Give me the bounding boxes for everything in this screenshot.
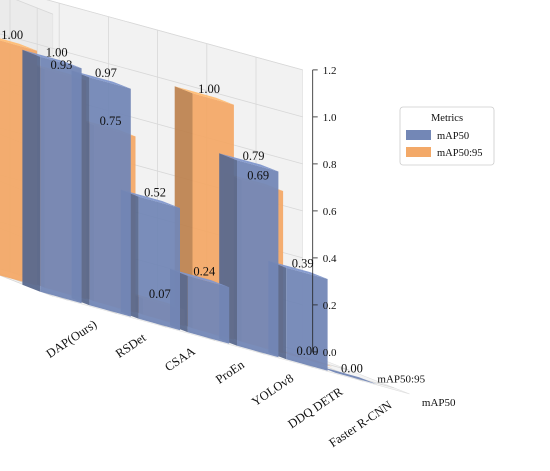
bar-face — [174, 86, 234, 105]
value-label: 0.52 — [144, 185, 166, 199]
legend: Metrics mAP50 mAP50:95 — [399, 106, 495, 166]
value-label: 1.00 — [46, 46, 68, 60]
depth-label: mAP50 — [422, 397, 456, 409]
bar-face — [237, 160, 279, 358]
legend-title: Metrics — [431, 113, 463, 124]
bar — [22, 49, 82, 304]
value-label: 0.97 — [95, 66, 117, 80]
value-label: 0.69 — [247, 168, 269, 182]
bar-face — [170, 268, 230, 288]
bar-face — [138, 196, 180, 331]
bar-face — [219, 153, 279, 172]
bar — [317, 365, 377, 385]
bar-face — [187, 275, 230, 344]
category-label: DDQ DETR — [285, 384, 345, 431]
legend-label: mAP50:95 — [437, 148, 483, 159]
category-label: DAP(Ours) — [44, 317, 100, 361]
value-label: 0.39 — [292, 256, 314, 270]
z-tick-label: 0.8 — [323, 159, 337, 171]
z-tick-label: 1.2 — [323, 65, 337, 77]
value-label: 0.79 — [243, 149, 265, 163]
z-axis: 0.0 0.2 0.4 0.6 0.8 1.0 1.2 — [312, 65, 337, 359]
value-label: 1.00 — [198, 82, 220, 96]
value-label: 0.00 — [341, 362, 363, 376]
depth-label: mAP50:95 — [377, 373, 425, 385]
bar-face — [89, 77, 131, 317]
category-label: ProEn — [213, 357, 247, 387]
z-tick-label: 0.2 — [323, 300, 337, 312]
category-label: RSDet — [113, 330, 149, 361]
z-tick-label: 0.4 — [323, 253, 337, 265]
bar-face — [22, 49, 41, 292]
value-label: 0.07 — [149, 287, 171, 301]
z-tick-label: 0.0 — [323, 347, 337, 359]
grid-line — [15, 0, 303, 71]
z-tick-label: 0.6 — [323, 206, 337, 218]
bar-face — [22, 49, 82, 69]
legend-swatch-map50 — [406, 130, 431, 140]
bar-face — [286, 267, 328, 371]
bar-face — [71, 70, 131, 89]
category-label: YOLOv8 — [249, 371, 296, 409]
bar-face — [120, 189, 180, 208]
legend-swatch-map50-95 — [406, 147, 431, 157]
depth-axis: mAP50:95 mAP50 — [377, 373, 456, 409]
category-label: CSAA — [162, 344, 197, 374]
value-label: 0.24 — [193, 265, 216, 279]
value-labels: 1.000.930.750.071.000.690.001.000.970.52… — [1, 28, 363, 376]
value-label: 0.00 — [296, 344, 318, 358]
value-label: 0.93 — [50, 58, 72, 72]
category-label: Faster R-CNN — [326, 398, 394, 450]
z-tick-label: 1.0 — [323, 112, 337, 124]
value-label: 1.00 — [1, 28, 23, 42]
bar-face — [317, 365, 377, 385]
value-label: 0.75 — [100, 114, 122, 128]
bar-face — [40, 56, 82, 304]
bar-face — [0, 38, 38, 51]
bars-group — [0, 38, 377, 385]
legend-label: mAP50 — [437, 131, 469, 142]
